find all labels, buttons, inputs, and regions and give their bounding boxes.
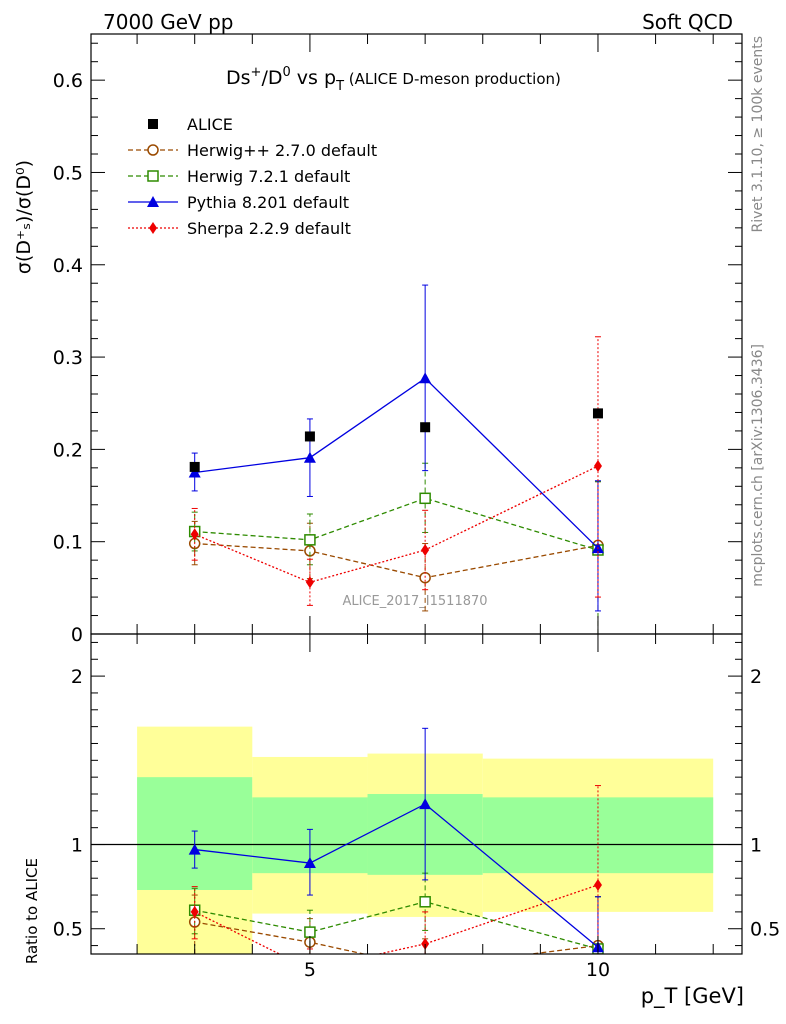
main-line-herwig-7-2-1-default	[194, 497, 599, 551]
main-point-sherpa-2-2-9-default-3	[593, 460, 602, 472]
main-point-sherpa-2-2-9-default-1	[305, 576, 314, 589]
ratio-point-sherpa-2-2-9-default-2	[421, 937, 430, 950]
legend-marker-herwig-2-7-0-default	[147, 144, 159, 156]
ratio-y-axis-title: Ratio to ALICE	[23, 858, 41, 964]
title-part-vs: vs p	[291, 67, 336, 89]
ratio-series-pythia-8-201-default	[188, 727, 604, 954]
ratio-y-tick-label-left-2: 2	[71, 666, 83, 688]
legend-label-herwig-7-2-1-default: Herwig 7.2.1 default	[187, 167, 350, 186]
main-y-tick-label-0.4: 0.4	[53, 255, 83, 277]
main-y-tick-label-0.5: 0.5	[53, 162, 83, 184]
main-y-tick-label-0.2: 0.2	[53, 439, 83, 461]
ratio-line-herwig-2-7-0-default	[194, 921, 599, 954]
main-line-herwig-2-7-0-default	[194, 542, 599, 579]
main-point-alice-2	[420, 422, 431, 433]
header-right: Soft QCD	[642, 10, 733, 34]
plot-title: Ds+/D0 vs pT (ALICE D-meson production)	[226, 65, 561, 94]
ratio-x-tick-label-5: 5	[304, 959, 316, 981]
main-point-alice-0	[189, 461, 200, 472]
main-point-alice-3	[592, 408, 603, 419]
main-series-pythia-8-201-default	[188, 284, 604, 612]
axes-group: 0 0.1 0.2 0.3 0.4 0.5 0.6 5 10 0.5 0.5 1 1 2 2	[53, 34, 780, 981]
main-y-tick-label-0: 0	[71, 624, 83, 646]
main-y-axis-title: σ(D⁺ₛ)/σ(D⁰)	[13, 160, 35, 274]
header-left: 7000 GeV pp	[103, 10, 234, 34]
ratio-point-herwig-7-2-1-default-2	[419, 896, 431, 908]
main-point-alice-1	[304, 431, 315, 442]
ratio-y-tick-label-left-1: 1	[71, 835, 83, 857]
main-point-sherpa-2-2-9-default-2	[421, 544, 430, 556]
legend-label-herwig-2-7-0-default: Herwig++ 2.7.0 default	[187, 141, 377, 160]
title-part-mid: /D	[261, 67, 282, 89]
ratio-point-pythia-8-201-default-0	[188, 843, 201, 855]
legend-marker-sherpa-2-2-9-default	[149, 222, 157, 234]
main-point-pythia-8-201-default-2	[419, 372, 432, 384]
rivet-label: Rivet 3.1.10, ≥ 100k events	[750, 36, 766, 233]
main-y-tick-label-0.1: 0.1	[53, 532, 83, 554]
ratio-x-tick-label-10: 10	[586, 959, 610, 981]
main-point-pythia-8-201-default-0	[188, 466, 201, 478]
main-line-sherpa-2-2-9-default	[194, 465, 599, 583]
x-axis-title: p_T [GeV]	[641, 984, 744, 1009]
title-part-sub: T	[335, 79, 344, 94]
title-part-sup2: 0	[282, 65, 290, 80]
main-series-alice	[189, 408, 603, 472]
ratio-point-sherpa-2-2-9-default-3	[593, 878, 602, 891]
main-point-herwig-7-2-1-default-2	[419, 492, 431, 505]
ratio-point-pythia-8-201-default-1	[303, 857, 316, 869]
legend-label-sherpa-2-2-9-default: Sherpa 2.2.9 default	[187, 219, 351, 238]
title-part-sup1: +	[251, 65, 262, 80]
ratio-point-pythia-8-201-default-2	[419, 798, 432, 810]
legend-label-pythia-8-201-default: Pythia 8.201 default	[187, 193, 349, 212]
mcplots-label: mcplots.cern.ch [arXiv:1306.3436]	[750, 344, 766, 587]
main-y-tick-label-0.6: 0.6	[53, 70, 83, 92]
ratio-y-tick-label-left-0.5: 0.5	[53, 919, 83, 941]
ratio-line-pythia-8-201-default	[194, 803, 599, 948]
ratio-point-herwig-7-2-1-default-1	[304, 926, 316, 938]
title-part-base: Ds	[226, 67, 251, 89]
main-series-group	[188, 284, 604, 634]
ratio-line-sherpa-2-2-9-default	[194, 884, 599, 954]
title-part-extra: (ALICE D-meson production)	[344, 70, 561, 88]
ratio-point-sherpa-2-2-9-default-0	[190, 905, 199, 918]
main-line-pythia-8-201-default	[194, 377, 599, 549]
main-point-pythia-8-201-default-1	[303, 451, 316, 463]
legend-label-alice: ALICE	[187, 115, 233, 134]
ratio-point-herwig-2-7-0-default-2	[420, 962, 430, 972]
ratio-y-tick-label-right-1: 1	[750, 835, 762, 857]
legend-marker-herwig-7-2-1-default	[147, 170, 159, 182]
main-point-sherpa-2-2-9-default-0	[190, 528, 199, 541]
ratio-y-tick-label-right-0.5: 0.5	[750, 919, 780, 941]
legend-marker-pythia-8-201-default	[147, 196, 159, 207]
analysis-watermark: ALICE_2017_I1511870	[342, 594, 487, 609]
ratio-line-herwig-7-2-1-default	[194, 901, 599, 950]
main-series-sherpa-2-2-9-default	[190, 336, 602, 606]
main-y-tick-label-0.3: 0.3	[53, 347, 83, 369]
main-point-herwig-7-2-1-default-1	[304, 534, 316, 546]
ratio-y-tick-label-right-2: 2	[750, 666, 762, 688]
legend-marker-alice	[148, 119, 158, 129]
legend: ALICE Herwig++ 2.7.0 default Herwig 7.2.1 …	[128, 115, 377, 238]
